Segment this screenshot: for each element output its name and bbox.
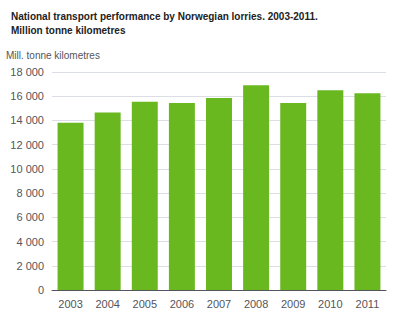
svg-text:2004: 2004 <box>95 298 119 310</box>
svg-text:12 000: 12 000 <box>10 139 44 151</box>
svg-text:2010: 2010 <box>318 298 342 310</box>
svg-text:4 000: 4 000 <box>16 236 44 248</box>
svg-text:2011: 2011 <box>356 298 380 310</box>
svg-text:2006: 2006 <box>170 298 194 310</box>
svg-text:18 000: 18 000 <box>10 66 44 78</box>
svg-text:6 000: 6 000 <box>16 211 44 223</box>
svg-text:2 000: 2 000 <box>16 260 44 272</box>
svg-text:14 000: 14 000 <box>10 114 44 126</box>
svg-text:10 000: 10 000 <box>10 163 44 175</box>
svg-text:2003: 2003 <box>58 298 82 310</box>
svg-text:2007: 2007 <box>207 298 231 310</box>
svg-text:National transport performance: National transport performance by Norweg… <box>11 11 318 22</box>
svg-text:8 000: 8 000 <box>16 187 44 199</box>
svg-text:2009: 2009 <box>281 298 305 310</box>
svg-text:0: 0 <box>38 284 44 296</box>
svg-text:2005: 2005 <box>133 298 157 310</box>
svg-text:Mill. tonne kilometres: Mill. tonne kilometres <box>6 50 100 61</box>
svg-text:2008: 2008 <box>244 298 268 310</box>
svg-text:Million tonne kilometres: Million tonne kilometres <box>11 25 126 36</box>
svg-text:16 000: 16 000 <box>10 90 44 102</box>
